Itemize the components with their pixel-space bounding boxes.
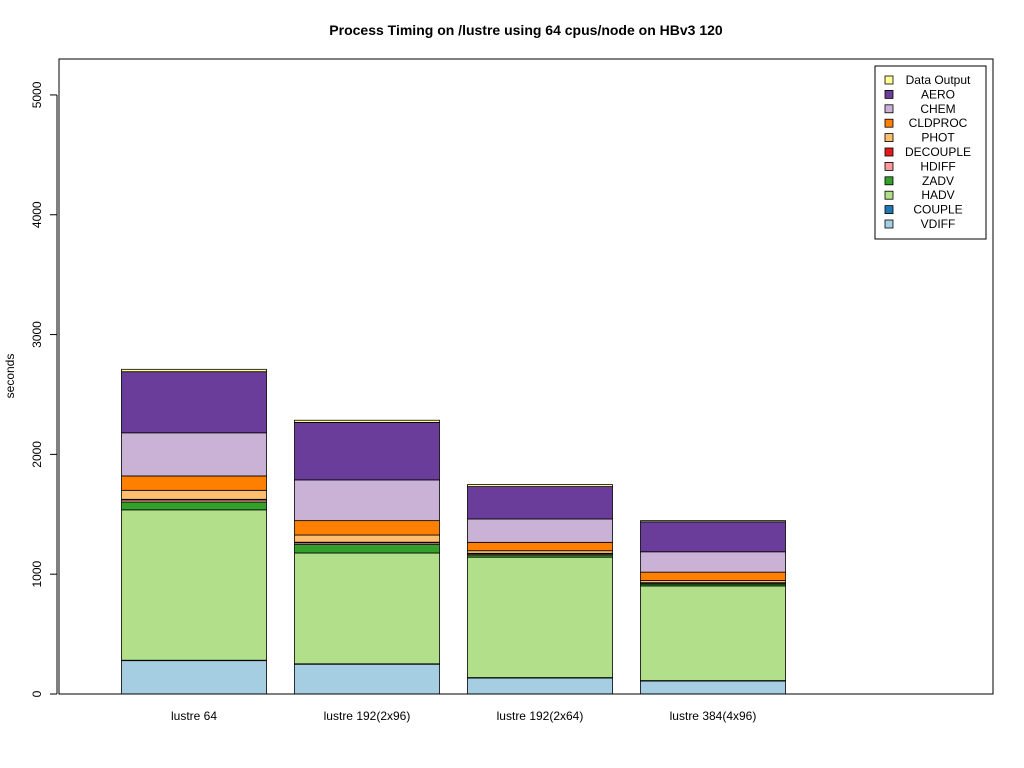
- x-tick-label-2: lustre 192(2x96): [324, 709, 411, 723]
- bar-segment-vdiff-4: [640, 680, 786, 695]
- y-tick-label-2000: 2000: [30, 441, 44, 468]
- legend-label-couple: COUPLE: [913, 203, 962, 217]
- y-tick-label-0: 0: [30, 690, 44, 697]
- bar-segment-cldproc-1: [121, 475, 267, 491]
- legend-swatch-zadv: [884, 176, 894, 186]
- y-axis-label: seconds: [3, 354, 17, 399]
- bar-segment-phot-1: [121, 489, 267, 500]
- bar-segment-aero-3: [467, 486, 613, 520]
- legend: Data OutputAEROCHEMCLDPROCPHOTDECOUPLEHD…: [874, 65, 987, 240]
- legend-swatch-aero: [884, 90, 894, 99]
- plot-frame: [58, 58, 994, 695]
- y-tick-label-5000: 5000: [30, 81, 44, 108]
- bar-segment-cldproc-3: [467, 541, 613, 552]
- bar-segment-chem-3: [467, 518, 613, 543]
- bar-segment-chem-4: [640, 551, 786, 573]
- bar-segment-hadv-2: [294, 552, 440, 665]
- legend-swatch-data-output: [884, 75, 894, 85]
- bar-segment-cldproc-4: [640, 571, 786, 581]
- bar-segment-hadv-4: [640, 585, 786, 681]
- legend-label-decouple: DECOUPLE: [905, 145, 971, 159]
- bar-segment-zadv-1: [121, 501, 267, 511]
- legend-label-cldproc: CLDPROC: [909, 116, 968, 130]
- chart-title: Process Timing on /lustre using 64 cpus/…: [329, 22, 723, 38]
- bar-segment-data-output-3: [467, 484, 613, 488]
- y-tick-label-3000: 3000: [30, 321, 44, 348]
- bar-segment-aero-1: [121, 371, 267, 434]
- x-axis: lustre 64 lustre 192(2x96) lustre 192(2x64…: [171, 709, 756, 723]
- legend-swatch-cldproc: [884, 118, 894, 128]
- legend-swatch-phot: [884, 133, 894, 143]
- y-tick-label-1000: 1000: [30, 561, 44, 588]
- legend-swatch-decouple: [884, 147, 894, 157]
- bar-segment-hadv-3: [467, 556, 613, 678]
- x-tick-label-4: lustre 384(4x96): [670, 709, 757, 723]
- bar-segment-chem-1: [121, 432, 267, 477]
- bar-segment-chem-2: [294, 479, 440, 522]
- legend-box: [874, 65, 987, 240]
- legend-label-aero: AERO: [921, 87, 955, 101]
- legend-swatch-couple: [884, 205, 894, 215]
- y-axis: 0 1000 2000 3000 4000 5000: [30, 81, 58, 697]
- legend-label-zadv: ZADV: [922, 174, 954, 188]
- bar-segment-vdiff-3: [467, 677, 613, 695]
- bars-group: [121, 368, 786, 695]
- y-tick-label-4000: 4000: [30, 201, 44, 228]
- legend-label-hadv: HADV: [921, 188, 954, 202]
- bar-segment-hadv-1: [121, 509, 267, 661]
- legend-swatch-chem: [884, 104, 894, 114]
- bar-segment-data-output-4: [640, 520, 786, 523]
- legend-swatch-hadv: [884, 190, 894, 200]
- legend-label-chem: CHEM: [920, 102, 955, 116]
- bar-segment-aero-2: [294, 421, 440, 481]
- bar-segment-vdiff-1: [121, 660, 267, 695]
- bar-segment-data-output-1: [121, 368, 267, 373]
- x-tick-label-1: lustre 64: [171, 709, 217, 723]
- x-tick-label-3: lustre 192(2x64): [497, 709, 584, 723]
- legend-label-data-output: Data Output: [906, 73, 971, 87]
- legend-label-vdiff: VDIFF: [921, 217, 956, 231]
- bar-segment-cldproc-2: [294, 520, 440, 536]
- bar-segment-aero-4: [640, 521, 786, 553]
- legend-label-phot: PHOT: [921, 131, 955, 145]
- bar-segment-data-output-2: [294, 419, 440, 423]
- legend-swatch-hdiff: [884, 161, 894, 171]
- legend-label-hdiff: HDIFF: [920, 159, 955, 173]
- bar-segment-zadv-2: [294, 544, 440, 554]
- bar-segment-vdiff-2: [294, 663, 440, 695]
- bar-segment-phot-2: [294, 534, 440, 543]
- legend-swatch-vdiff: [884, 219, 894, 229]
